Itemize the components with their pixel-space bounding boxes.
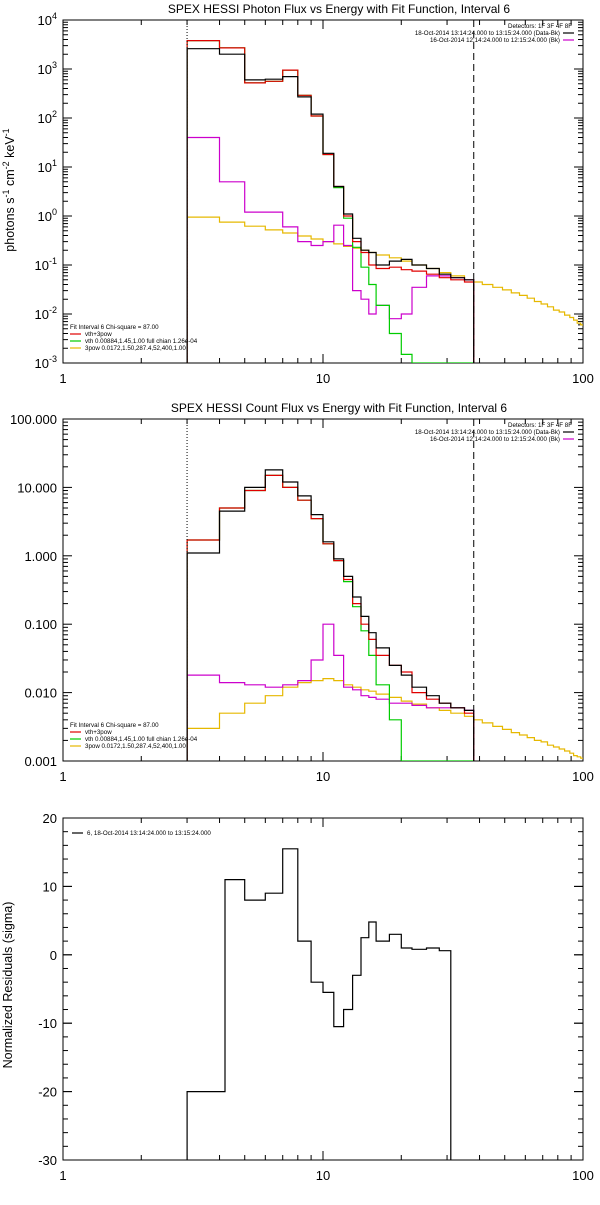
y-tick-label: 0 [50, 948, 57, 963]
series-bk-line [186, 623, 475, 761]
photon-flux-panel: SPEX HESSI Photon Flux vs Energy with Fi… [1, 2, 594, 386]
series-pow-line [187, 678, 583, 759]
x-tick-label: 100 [572, 769, 594, 784]
x-tick-label: 10 [316, 371, 330, 386]
series-pow-line [187, 216, 583, 326]
legend-entry-text: 18-Oct-2014 13:14:24.000 to 13:15:24.000… [415, 30, 560, 37]
legend-detectors: Detectors: 1F 3F 4F 8F [508, 23, 572, 30]
photon-flux-y-label: photons s-1 cm-2 keV-1 [1, 128, 17, 251]
legend-fit-interval: Fit Interval 6 Chi-square = 87.00 [70, 324, 159, 331]
y-tick-label: -30 [38, 1153, 57, 1168]
series-vth_3pow-line [186, 40, 475, 363]
y-tick-label: -20 [38, 1085, 57, 1100]
y-tick-label: 10.000 [17, 480, 57, 495]
y-tick-label: 104 [38, 11, 57, 28]
x-tick-label: 1 [59, 769, 66, 784]
y-tick-label: 101 [38, 158, 57, 175]
x-tick-label: 100 [572, 1168, 594, 1183]
y-tick-label: 0.001 [24, 754, 57, 769]
count-flux-panel: SPEX HESSI Count Flux vs Energy with Fit… [10, 401, 594, 784]
y-tick-label: 0.010 [24, 686, 57, 701]
y-tick-label: 0.100 [24, 617, 57, 632]
y-tick-label: -10 [38, 1016, 57, 1031]
series-vth-line [186, 474, 474, 761]
series-group [186, 40, 583, 363]
series-vth_3pow-line [186, 474, 475, 761]
series-group [186, 469, 583, 761]
series-bk-line [186, 136, 475, 363]
legend-detectors: Detectors: 1F 3F 4F 8F [508, 422, 572, 429]
legend-entry-text: 16-Oct-2014 12:14:24.000 to 12:15:24.000… [430, 37, 560, 44]
residuals-y-label: Normalized Residuals (sigma) [1, 902, 15, 1069]
x-tick-label: 10 [316, 769, 330, 784]
count-flux-title: SPEX HESSI Count Flux vs Energy with Fit… [171, 401, 507, 415]
x-tick-label: 1 [59, 1168, 66, 1183]
x-tick-label: 10 [316, 1168, 330, 1183]
residuals-line [186, 848, 452, 1160]
series-data-line [186, 469, 475, 761]
y-tick-label: 10-1 [35, 256, 57, 273]
x-tick-label: 1 [59, 371, 66, 386]
y-tick-label: 100 [38, 207, 57, 224]
y-tick-label: 102 [38, 109, 57, 126]
legend-entry-text: vth 0.00884,1.45,1.00 full chian 1.26e-0… [85, 338, 198, 345]
legend-fit-interval: Fit Interval 6 Chi-square = 87.00 [70, 722, 159, 729]
photon-flux-title: SPEX HESSI Photon Flux vs Energy with Fi… [168, 2, 510, 16]
y-tick-label: 1.000 [24, 549, 57, 564]
legend-entry-text: 18-Oct-2014 13:14:24.000 to 13:15:24.000… [415, 429, 560, 436]
x-tick-label: 100 [572, 371, 594, 386]
y-tick-label: 103 [38, 60, 57, 77]
y-tick-label: 10-3 [35, 354, 57, 371]
series-vth-line [186, 40, 474, 363]
y-tick-label: 10 [43, 879, 57, 894]
plot-frame [62, 19, 584, 364]
legend-entry-text: vth 0.00884,1.45,1.00 full chian 1.26e-0… [85, 736, 198, 743]
series-data-line [186, 48, 475, 363]
y-tick-label: 20 [43, 811, 57, 826]
residuals-panel: Normalized Residuals (sigma) 1 10 100-30-2… [1, 811, 594, 1183]
legend-entry-text: 16-Oct-2014 12:14:24.000 to 12:15:24.000… [430, 436, 560, 443]
legend-entry-text: 3pow 0.0172,1.50,287.4,52,400,1.00 [85, 345, 186, 352]
y-tick-label: 10-2 [35, 305, 57, 322]
residuals-legend-text: 6, 18-Oct-2014 13:14:24.000 to 13:15:24.… [87, 830, 211, 837]
legend-entry-text: 3pow 0.0172,1.50,287.4,52,400,1.00 [85, 743, 186, 750]
plot-frame [62, 418, 584, 762]
legend-entry-text: vth+3pow [85, 331, 112, 338]
legend-entry-text: vth+3pow [85, 729, 112, 736]
y-tick-label: 100.000 [10, 412, 57, 427]
